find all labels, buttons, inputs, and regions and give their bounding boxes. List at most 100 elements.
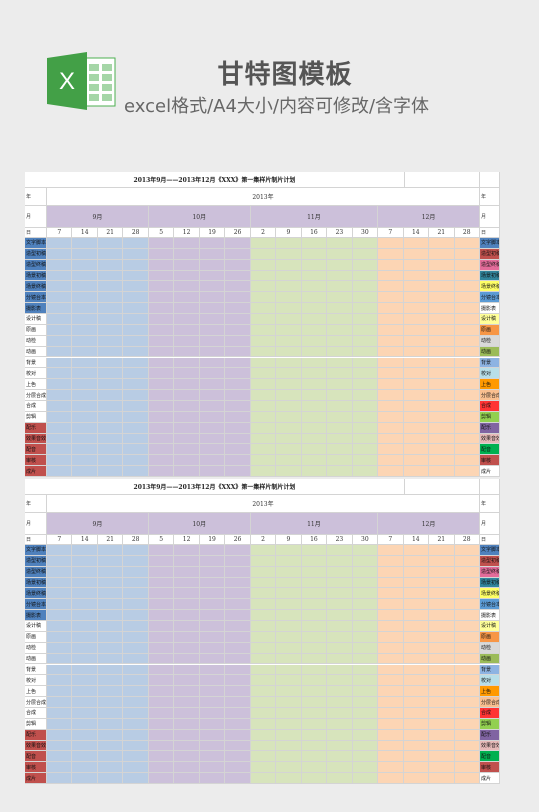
gantt-cell[interactable] (454, 368, 480, 380)
gantt-cell[interactable] (225, 740, 251, 752)
gantt-cell[interactable] (72, 324, 98, 336)
gantt-cell[interactable] (276, 762, 302, 774)
gantt-cell[interactable] (378, 238, 404, 249)
gantt-cell[interactable] (429, 566, 455, 578)
gantt-cell[interactable] (174, 718, 200, 730)
gantt-cell[interactable] (225, 433, 251, 445)
gantt-cell[interactable] (47, 718, 73, 730)
gantt-cell[interactable] (174, 566, 200, 578)
gantt-cell[interactable] (225, 390, 251, 401)
gantt-cell[interactable] (250, 281, 277, 293)
gantt-cell[interactable] (378, 292, 404, 304)
gantt-cell[interactable] (250, 599, 277, 611)
day-header[interactable]: 28 (454, 228, 480, 238)
task-legend[interactable]: 场景终稿 (480, 588, 500, 600)
gantt-cell[interactable] (199, 675, 226, 687)
gantt-cell[interactable] (429, 599, 455, 611)
gantt-cell[interactable] (97, 566, 124, 578)
gantt-cell[interactable] (97, 675, 124, 687)
gantt-cell[interactable] (301, 422, 328, 434)
gantt-cell[interactable] (97, 642, 124, 654)
gantt-cell[interactable] (97, 379, 124, 391)
gantt-cell[interactable] (327, 773, 353, 784)
gantt-cell[interactable] (378, 545, 404, 556)
gantt-cell[interactable] (174, 762, 200, 774)
task-label[interactable]: 分层合成 (25, 697, 47, 708)
gantt-cell[interactable] (174, 270, 200, 282)
day-header[interactable]: 7 (378, 228, 404, 238)
gantt-cell[interactable] (403, 621, 430, 632)
gantt-cell[interactable] (276, 292, 302, 304)
gantt-cell[interactable] (403, 444, 430, 456)
gantt-cell[interactable] (148, 707, 175, 719)
gantt-cell[interactable] (47, 610, 73, 622)
gantt-cell[interactable] (174, 466, 200, 477)
task-label[interactable]: 摄影表 (25, 610, 47, 622)
gantt-cell[interactable] (47, 707, 73, 719)
gantt-cell[interactable] (148, 729, 175, 741)
gantt-cell[interactable] (72, 292, 98, 304)
gantt-cell[interactable] (403, 259, 430, 271)
gantt-cell[interactable] (327, 324, 353, 336)
gantt-cell[interactable] (301, 729, 328, 741)
year-label[interactable]: 年 (25, 495, 47, 513)
gantt-cell[interactable] (301, 664, 328, 676)
gantt-cell[interactable] (72, 303, 98, 315)
gantt-cell[interactable] (97, 455, 124, 467)
gantt-cell[interactable] (301, 762, 328, 774)
gantt-cell[interactable] (454, 390, 480, 401)
gantt-cell[interactable] (378, 270, 404, 282)
gantt-cell[interactable] (174, 773, 200, 784)
gantt-cell[interactable] (148, 455, 175, 467)
gantt-cell[interactable] (123, 357, 149, 369)
gantt-cell[interactable] (327, 390, 353, 401)
gantt-cell[interactable] (378, 324, 404, 336)
month-label[interactable]: 月 (25, 206, 47, 228)
gantt-cell[interactable] (403, 238, 430, 249)
gantt-cell[interactable] (123, 642, 149, 654)
gantt-cell[interactable] (225, 577, 251, 589)
gantt-cell[interactable] (454, 455, 480, 467)
task-label[interactable]: 动检 (25, 642, 47, 654)
gantt-cell[interactable] (199, 773, 226, 784)
gantt-cell[interactable] (403, 631, 430, 643)
gantt-cell[interactable] (454, 577, 480, 589)
gantt-cell[interactable] (454, 433, 480, 445)
gantt-cell[interactable] (352, 697, 379, 708)
gantt-cell[interactable] (148, 621, 175, 632)
gantt-cell[interactable] (429, 664, 455, 676)
gantt-cell[interactable] (352, 599, 379, 611)
gantt-cell[interactable] (454, 707, 480, 719)
gantt-cell[interactable] (225, 642, 251, 654)
gantt-cell[interactable] (250, 653, 277, 665)
task-legend[interactable]: 造型初稿 (480, 555, 500, 567)
gantt-cell[interactable] (301, 773, 328, 784)
gantt-cell[interactable] (72, 238, 98, 249)
gantt-cell[interactable] (301, 379, 328, 391)
gantt-cell[interactable] (199, 422, 226, 434)
gantt-cell[interactable] (454, 642, 480, 654)
gantt-cell[interactable] (352, 379, 379, 391)
day-header[interactable]: 30 (352, 535, 379, 545)
gantt-cell[interactable] (199, 444, 226, 456)
gantt-cell[interactable] (250, 368, 277, 380)
gantt-cell[interactable] (72, 270, 98, 282)
gantt-cell[interactable] (327, 675, 353, 687)
gantt-cell[interactable] (97, 664, 124, 676)
gantt-cell[interactable] (276, 740, 302, 752)
gantt-cell[interactable] (97, 281, 124, 293)
day-header[interactable]: 7 (47, 535, 73, 545)
gantt-cell[interactable] (199, 390, 226, 401)
gantt-cell[interactable] (301, 303, 328, 315)
gantt-cell[interactable] (378, 707, 404, 719)
gantt-cell[interactable] (123, 400, 149, 412)
gantt-cell[interactable] (403, 729, 430, 741)
gantt-cell[interactable] (97, 610, 124, 622)
day-header[interactable]: 19 (199, 228, 226, 238)
gantt-cell[interactable] (454, 664, 480, 676)
gantt-cell[interactable] (454, 740, 480, 752)
day-header[interactable]: 14 (403, 535, 430, 545)
gantt-cell[interactable] (276, 631, 302, 643)
gantt-cell[interactable] (199, 248, 226, 260)
gantt-cell[interactable] (174, 259, 200, 271)
